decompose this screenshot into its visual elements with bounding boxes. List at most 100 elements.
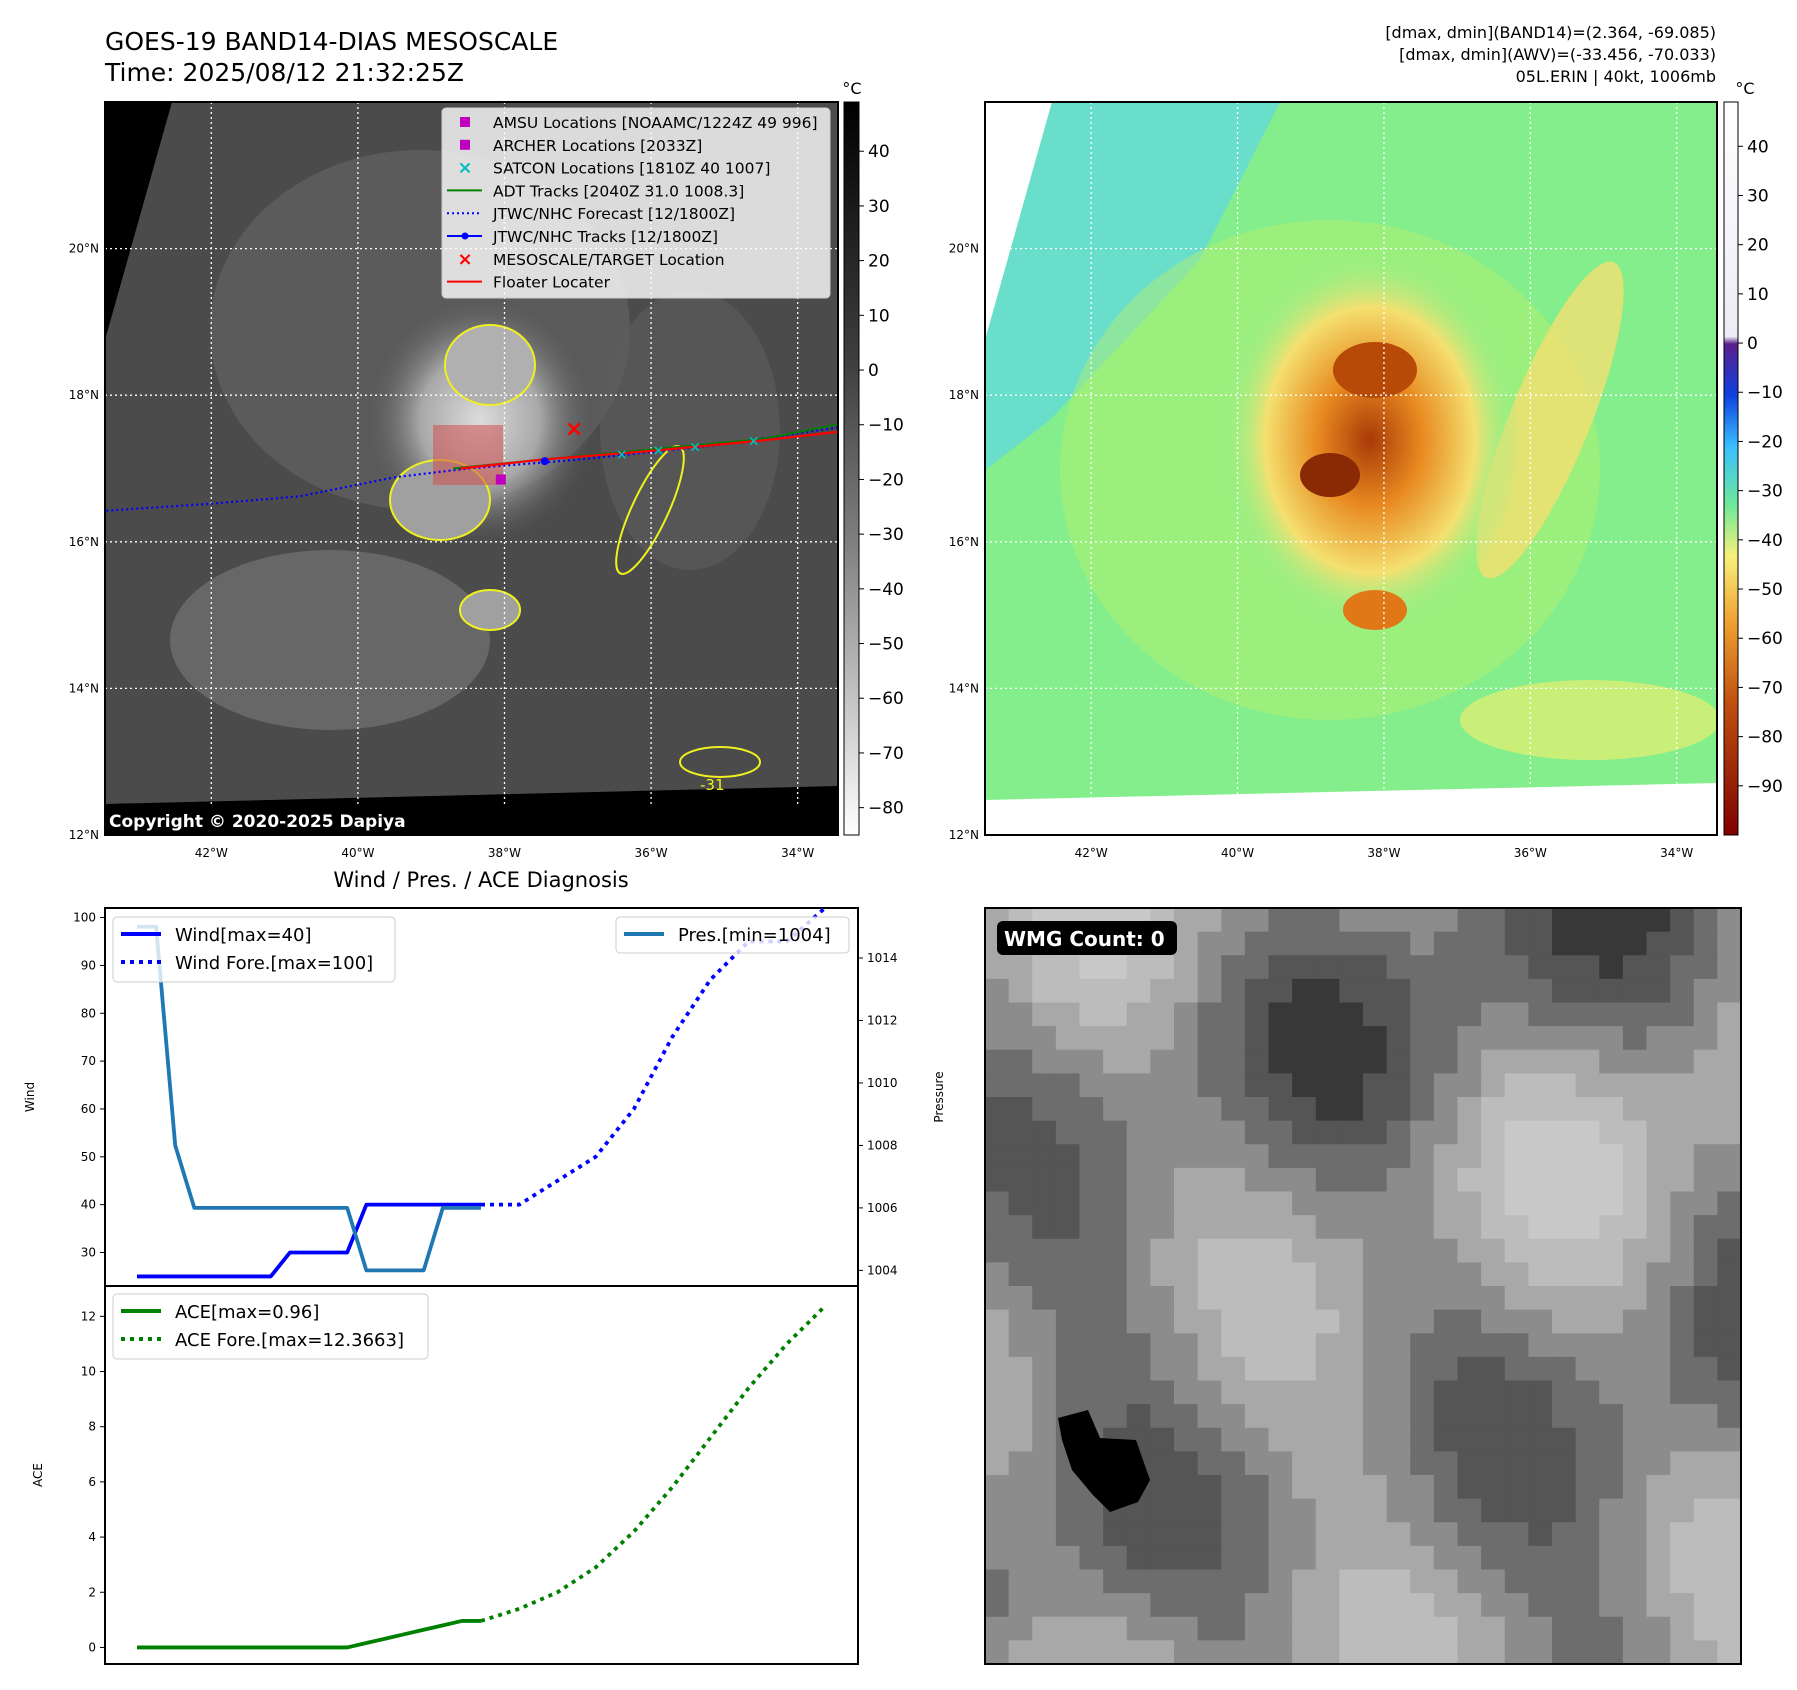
- wmg-cell: [1363, 1238, 1388, 1263]
- wmg-cell: [1174, 1356, 1199, 1381]
- colorbar-tick-label: −40: [1747, 531, 1783, 551]
- wmg-cell: [1481, 1498, 1506, 1523]
- wmg-cell: [1552, 1073, 1577, 1098]
- wmg-cell: [1622, 1144, 1647, 1169]
- wmg-cell: [985, 1309, 1010, 1334]
- wmg-cell: [1150, 1144, 1175, 1169]
- wmg-cell: [1599, 1498, 1624, 1523]
- wmg-cell: [1386, 1356, 1411, 1381]
- wmg-cell: [1315, 1569, 1340, 1594]
- wmg-cell: [1575, 1191, 1600, 1216]
- wmg-cell: [1008, 1356, 1033, 1381]
- wmg-cell: [1244, 1309, 1269, 1334]
- wmg-cell: [1244, 1215, 1269, 1240]
- wmg-cell: [1528, 1026, 1553, 1051]
- wmg-cell: [1552, 1640, 1577, 1665]
- wmg-cell: [1055, 1238, 1080, 1263]
- wmg-cell: [1079, 1215, 1104, 1240]
- wmg-cell: [1174, 1215, 1199, 1240]
- wmg-cell: [1032, 1026, 1057, 1051]
- wmg-cell: [1103, 1262, 1128, 1287]
- wmg-cell: [1504, 1026, 1529, 1051]
- wmg-cell: [1174, 1167, 1199, 1192]
- wmg-cell: [1528, 1144, 1553, 1169]
- awv-map-panel: 42°W 40°W 38°W 36°W 34°W 20°N 18°N 16°N 14°N 12°N: [949, 101, 1718, 860]
- wmg-cell: [1646, 1167, 1671, 1192]
- wmg-cell: [1670, 1640, 1695, 1665]
- awv-colorbar: °C 40 30 20 10 0 −10 −20 −30 −40 −50 −60 −70 −80 −90: [1723, 79, 1783, 836]
- wmg-cell: [1599, 1404, 1624, 1429]
- wmg-cell: [1174, 1097, 1199, 1122]
- wmg-cell: [1032, 1404, 1057, 1429]
- wmg-cell: [1504, 1427, 1529, 1452]
- wmg-cell: [985, 1238, 1010, 1263]
- ir-map-frame: [104, 101, 839, 836]
- wmg-cell: [1032, 978, 1057, 1003]
- wmg-cell: [1410, 1120, 1435, 1145]
- wmg-cell: [1670, 1356, 1695, 1381]
- wmg-cell: [985, 1286, 1010, 1311]
- wmg-cell: [1481, 1640, 1506, 1665]
- wmg-cell: [1670, 1404, 1695, 1429]
- wmg-cell: [1174, 1404, 1199, 1429]
- wmg-cell: [1599, 1616, 1624, 1641]
- wmg-cell: [1693, 1380, 1718, 1405]
- wmg-cell: [1103, 1333, 1128, 1358]
- wmg-cell: [1339, 1427, 1364, 1452]
- legend-label: SATCON Locations [1810Z 40 1007]: [493, 160, 770, 178]
- colorbar-tick-label: −70: [868, 744, 904, 764]
- lon-tick-label: 38°W: [1367, 846, 1400, 860]
- wmg-cell: [1481, 1215, 1506, 1240]
- wmg-cell: [1481, 978, 1506, 1003]
- wmg-cell: [1599, 1002, 1624, 1027]
- wmg-cell: [1103, 1309, 1128, 1334]
- wmg-cell: [1339, 955, 1364, 980]
- wmg-cell: [1410, 1427, 1435, 1452]
- wmg-cell: [1197, 1120, 1222, 1145]
- wmg-cell: [985, 1380, 1010, 1405]
- wmg-cell: [1244, 1073, 1269, 1098]
- wmg-cell: [1457, 1593, 1482, 1618]
- wmg-cell: [1008, 1475, 1033, 1500]
- wmg-cell: [1174, 1002, 1199, 1027]
- wmg-cell: [1221, 1498, 1246, 1523]
- wmg-cell: [1504, 955, 1529, 980]
- wmg-cell: [1504, 1144, 1529, 1169]
- wmg-cell: [1292, 1167, 1317, 1192]
- wmg-cell: [1693, 1167, 1718, 1192]
- wmg-cell: [1646, 955, 1671, 980]
- awv-storm-core: [1220, 250, 1520, 630]
- wmg-cell: [1103, 1286, 1128, 1311]
- wmg-cell: [1079, 1026, 1104, 1051]
- wmg-cell: [1268, 1498, 1293, 1523]
- wmg-cell: [1504, 1002, 1529, 1027]
- wmg-cell: [1504, 908, 1529, 933]
- wmg-cell: [1150, 1167, 1175, 1192]
- wmg-cell: [1221, 1167, 1246, 1192]
- wmg-cell: [1197, 1616, 1222, 1641]
- wmg-cell: [1433, 1049, 1458, 1074]
- wmg-cell: [1079, 1144, 1104, 1169]
- wmg-cell: [1622, 1616, 1647, 1641]
- wmg-cell: [1339, 1238, 1364, 1263]
- wmg-cell: [1386, 1333, 1411, 1358]
- wmg-cell: [1622, 1356, 1647, 1381]
- wmg-cell: [1481, 1002, 1506, 1027]
- wmg-cell: [1197, 1026, 1222, 1051]
- wmg-cell: [1268, 1120, 1293, 1145]
- wmg-cell: [985, 978, 1010, 1003]
- wmg-cell: [1433, 1286, 1458, 1311]
- wmg-cell: [1552, 1026, 1577, 1051]
- wmg-cell: [1410, 1380, 1435, 1405]
- wmg-cell: [1292, 1522, 1317, 1547]
- wmg-cell: [1268, 1309, 1293, 1334]
- wmg-cell: [1717, 1262, 1742, 1287]
- wmg-cell: [1244, 1262, 1269, 1287]
- wmg-cell: [1717, 1498, 1742, 1523]
- wmg-cell: [1599, 1026, 1624, 1051]
- wmg-cell: [1339, 978, 1364, 1003]
- wmg-cell: [1197, 1545, 1222, 1570]
- wmg-cell: [1315, 1073, 1340, 1098]
- wmg-cell: [1693, 1120, 1718, 1145]
- wmg-cell: [985, 1356, 1010, 1381]
